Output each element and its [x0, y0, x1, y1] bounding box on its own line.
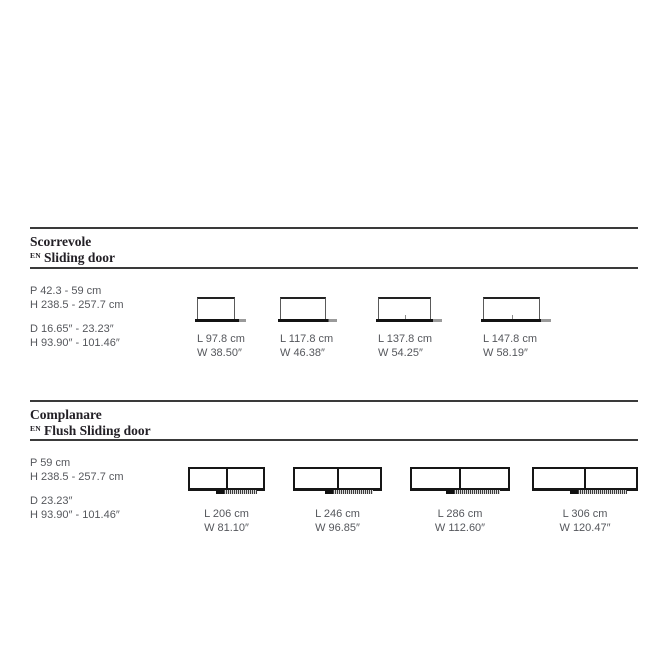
cabinet-outline	[483, 297, 540, 320]
variant-length-label: L 206 cm	[204, 508, 249, 520]
specs-metric: P 59 cm H 238.5 - 257.7 cm	[30, 456, 124, 484]
flush-sliding-door-diagram-3	[410, 467, 510, 495]
variant-width-label: W 112.60″	[434, 522, 486, 534]
section-top-rule	[30, 227, 638, 229]
sliding-door-diagram-1	[195, 297, 246, 322]
variant-length-label: L 306 cm	[562, 508, 608, 520]
section-header-rule	[30, 267, 638, 269]
spec-line-height-in: H 93.90″ - 101.46″	[30, 337, 120, 349]
specs-metric: P 42.3 - 59 cm H 238.5 - 257.7 cm	[30, 284, 124, 312]
variant-length-label: L 97.8 cm	[197, 333, 245, 345]
cabinet-base-line	[278, 319, 337, 322]
variant-length-label: L 147.8 cm	[483, 333, 538, 345]
flush-sliding-door-diagram-4	[532, 467, 638, 495]
variant-length-label: L 286 cm	[437, 508, 483, 520]
sliding-door-diagram-4	[481, 297, 551, 322]
spec-line-depth-cm: P 59 cm	[30, 457, 71, 469]
language-tag: EN	[30, 424, 42, 433]
cabinet-outline	[197, 297, 235, 320]
section-title-english: EN Sliding door	[30, 249, 115, 265]
cabinet-base-line	[481, 319, 551, 322]
cabinet-outline	[293, 467, 382, 491]
section-title-english-text: Flush Sliding door	[44, 423, 151, 438]
track-hatch	[215, 490, 258, 494]
variant-length-label: L 137.8 cm	[378, 333, 433, 345]
language-tag: EN	[30, 251, 42, 260]
section-top-rule	[30, 400, 638, 402]
variant-width-label: W 120.47″	[559, 522, 611, 534]
flush-sliding-door-diagram-2	[293, 467, 382, 495]
spec-line-height-cm: H 238.5 - 257.7 cm	[30, 299, 124, 311]
spec-line-depth-in: D 16.65″ - 23.23″	[30, 323, 114, 335]
variant-width-label: W 58.19″	[483, 347, 528, 359]
cabinet-base-line	[195, 319, 246, 322]
variant-width-label: W 96.85″	[315, 522, 360, 534]
section-title-english-text: Sliding door	[44, 250, 115, 265]
flush-sliding-door-diagram-1	[188, 467, 265, 495]
sliding-door-diagram-2	[278, 297, 337, 322]
section-title-english: EN Flush Sliding door	[30, 422, 151, 438]
variant-length-label: L 246 cm	[315, 508, 360, 520]
spec-line-height-in: H 93.90″ - 101.46″	[30, 509, 120, 521]
spec-line-height-cm: H 238.5 - 257.7 cm	[30, 471, 124, 483]
variant-length-label: L 117.8 cm	[280, 333, 334, 345]
section-header-rule	[30, 439, 638, 441]
specs-imperial: D 16.65″ - 23.23″ H 93.90″ - 101.46″	[30, 322, 120, 350]
track-hatch	[325, 490, 374, 494]
spec-line-depth-cm: P 42.3 - 59 cm	[30, 285, 102, 297]
variant-width-label: W 81.10″	[204, 522, 249, 534]
variant-width-label: W 46.38″	[280, 347, 325, 359]
panel-divider-tick	[404, 315, 406, 319]
section-title-italian: Complanare	[30, 407, 102, 422]
cabinet-outline	[188, 467, 265, 491]
track-hatch	[570, 490, 628, 494]
cabinet-outline	[410, 467, 510, 491]
panel-divider-tick	[511, 315, 513, 319]
variant-width-label: W 54.25″	[378, 347, 423, 359]
track-hatch	[446, 490, 500, 494]
section-title-italian: Scorrevole	[30, 234, 92, 249]
cabinet-outline	[532, 467, 638, 491]
spec-line-depth-in: D 23.23″	[30, 495, 73, 507]
cabinet-outline	[280, 297, 326, 320]
cabinet-outline	[378, 297, 431, 320]
sliding-door-diagram-3	[376, 297, 442, 322]
cabinet-base-line	[376, 319, 442, 322]
specs-imperial: D 23.23″ H 93.90″ - 101.46″	[30, 494, 120, 522]
variant-width-label: W 38.50″	[197, 347, 242, 359]
